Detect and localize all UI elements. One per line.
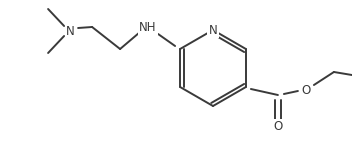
Text: N: N [66,25,75,37]
Text: N: N [209,24,218,36]
Text: O: O [301,83,310,96]
Text: O: O [273,121,283,133]
Text: NH: NH [139,20,157,34]
